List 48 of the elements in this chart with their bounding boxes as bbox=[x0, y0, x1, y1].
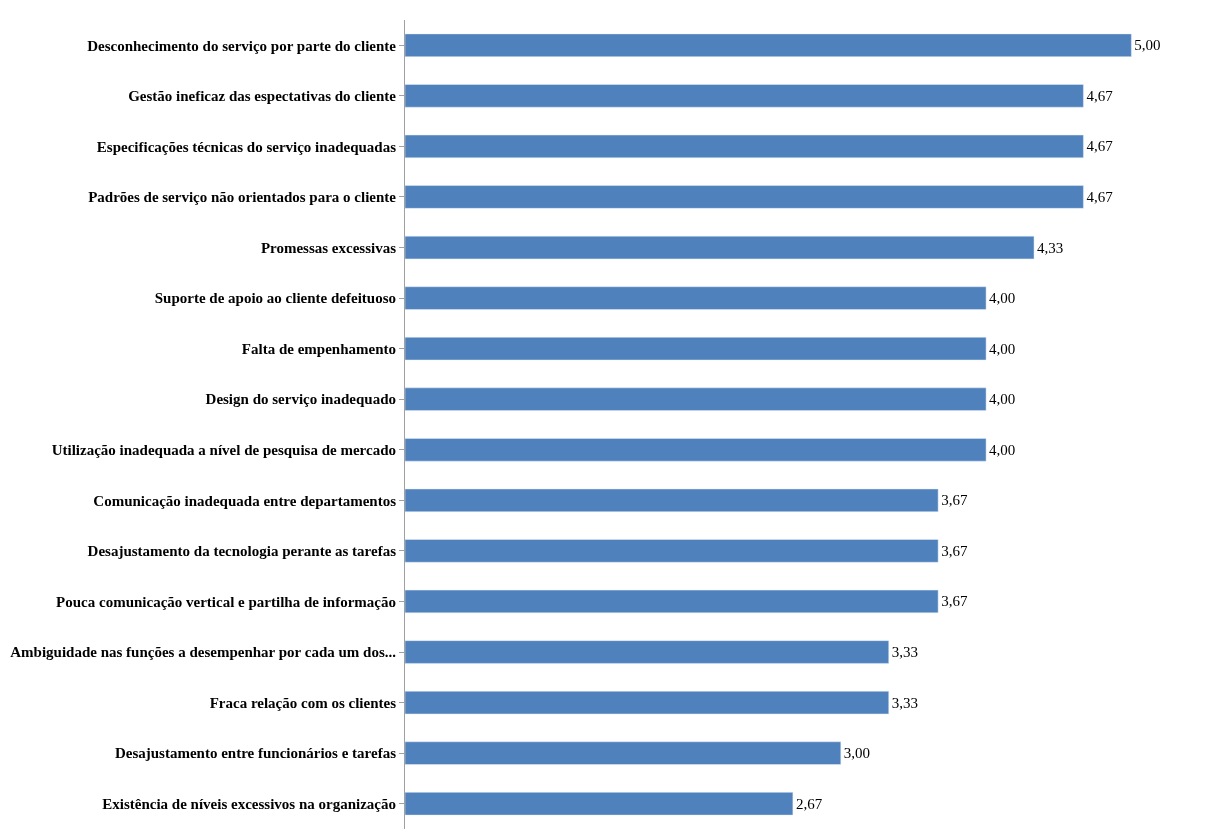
y-tick-label: Comunicação inadequada entre departamentos bbox=[93, 492, 397, 509]
bar bbox=[405, 792, 794, 816]
y-tick-label: Falta de empenhamento bbox=[241, 340, 396, 357]
bar bbox=[405, 690, 890, 715]
data-label: 4,67 bbox=[1086, 87, 1114, 104]
data-label: 3,67 bbox=[941, 593, 968, 610]
data-label: 4,67 bbox=[1086, 138, 1114, 155]
y-tick-label: Especificações técnicas do serviço inadequadas bbox=[96, 138, 397, 155]
data-label: 4,33 bbox=[1037, 239, 1064, 256]
data-label: 3,00 bbox=[843, 745, 871, 762]
bar bbox=[405, 134, 1084, 159]
bar bbox=[405, 741, 842, 765]
data-label: 4,00 bbox=[989, 391, 1016, 408]
bar bbox=[405, 387, 987, 411]
y-tick-label: Pouca comunicação vertical e partilha de informação bbox=[56, 593, 396, 610]
data-label: 3,33 bbox=[891, 694, 919, 711]
data-label: 3,33 bbox=[891, 644, 919, 661]
y-tick-label: Desajustamento da tecnologia perante as tarefas bbox=[87, 543, 397, 560]
y-tick-label: Fraca relação com os clientes bbox=[209, 694, 397, 711]
y-tick-label: Suporte de apoio ao cliente defeituoso bbox=[154, 290, 396, 307]
data-label: 2,67 bbox=[795, 795, 823, 812]
bar bbox=[405, 235, 1035, 260]
data-label: 4,00 bbox=[989, 441, 1016, 458]
y-tick-label: Ambiguidade nas funções a desempenhar por cada um dos... bbox=[10, 644, 397, 661]
data-label: 3,67 bbox=[941, 492, 968, 509]
y-tick-label: Desconhecimento do serviço por parte do cliente bbox=[87, 37, 397, 54]
y-tick-label: Padrões de serviço não orientados para o cliente bbox=[88, 189, 397, 206]
data-label: 4,00 bbox=[989, 290, 1016, 307]
data-label: 4,67 bbox=[1086, 188, 1114, 205]
y-tick-label: Utilização inadequada a nível de pesquisa de mercado bbox=[51, 442, 396, 459]
bar bbox=[405, 337, 987, 361]
bar bbox=[405, 185, 1084, 209]
y-tick-label: Existência de níveis excessivos na organização bbox=[102, 795, 396, 812]
y-tick-label: Desajustamento entre funcionários e tarefas bbox=[114, 745, 397, 762]
bar bbox=[405, 589, 939, 614]
y-tick-label: Gestão ineficaz das espectativas do cliente bbox=[128, 88, 397, 105]
data-label: 3,67 bbox=[941, 542, 968, 559]
bar bbox=[405, 286, 987, 310]
bar bbox=[405, 84, 1084, 108]
bar bbox=[405, 33, 1132, 57]
bar bbox=[405, 488, 939, 512]
data-label: 5,00 bbox=[1134, 37, 1161, 54]
bar bbox=[405, 640, 890, 664]
bar bbox=[405, 438, 987, 462]
y-tick-label: Promessas excessivas bbox=[260, 239, 397, 256]
data-label: 4,00 bbox=[989, 340, 1016, 357]
y-tick-label: Design do serviço inadequado bbox=[205, 391, 396, 408]
bar bbox=[405, 539, 939, 563]
